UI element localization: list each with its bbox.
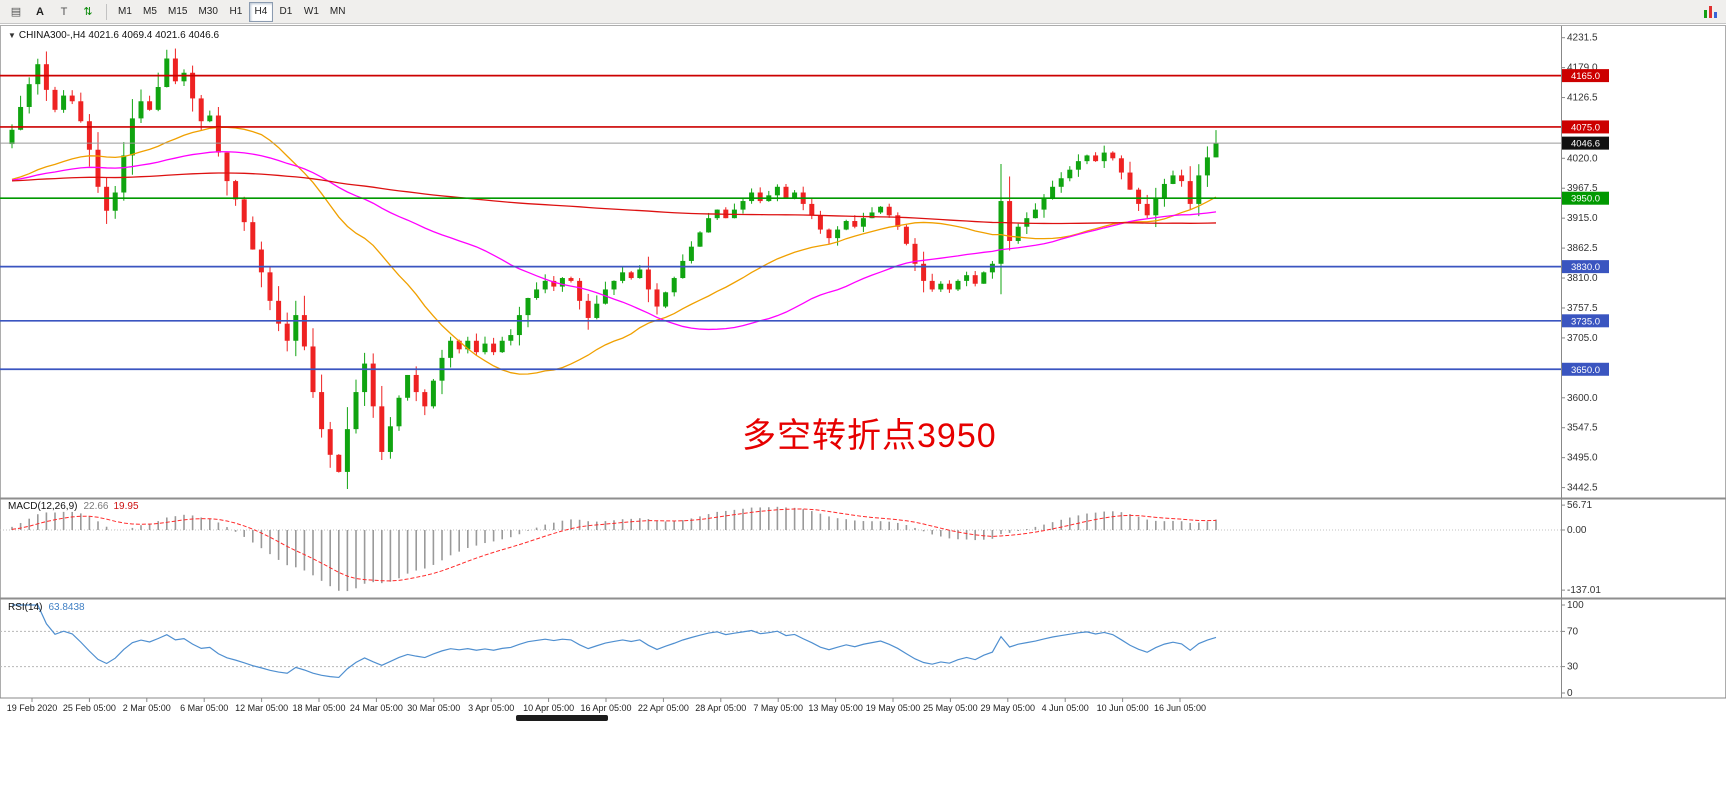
svg-text:4075.0: 4075.0 (1571, 122, 1600, 133)
svg-text:25 Feb 05:00: 25 Feb 05:00 (63, 703, 116, 713)
rsi-name: RSI(14) (8, 602, 43, 613)
svg-text:56.71: 56.71 (1567, 500, 1592, 511)
svg-text:16 Apr 05:00: 16 Apr 05:00 (580, 703, 631, 713)
svg-text:19 May 05:00: 19 May 05:00 (866, 703, 921, 713)
mini-candles-icon (1703, 5, 1717, 18)
price-badge-3650.0: 3650.0 (1562, 362, 1609, 376)
svg-text:29 May 05:00: 29 May 05:00 (981, 703, 1036, 713)
svg-text:3950.0: 3950.0 (1571, 194, 1600, 205)
rsi-value: 63.8438 (48, 602, 85, 613)
svg-text:0: 0 (1567, 688, 1573, 699)
svg-text:16 Jun 05:00: 16 Jun 05:00 (1154, 703, 1206, 713)
svg-text:0.00: 0.00 (1567, 525, 1587, 536)
horizontal-scrollbar-thumb[interactable] (516, 715, 608, 721)
text-tool-button[interactable]: T (60, 5, 68, 18)
price-badge-4075.0: 4075.0 (1562, 120, 1609, 134)
timeframe-m30[interactable]: M30 (198, 6, 218, 17)
svg-text:4165.0: 4165.0 (1571, 71, 1600, 82)
svg-text:6 Mar 05:00: 6 Mar 05:00 (180, 703, 228, 713)
macd-label: MACD(12,26,9) 22.66 19.95 (8, 501, 139, 512)
svg-text:4126.5: 4126.5 (1567, 93, 1598, 104)
chart-title-text: CHINA300-,H4 4021.6 4069.4 4021.6 4046.6 (18, 30, 220, 41)
timeframe-m15[interactable]: M15 (168, 6, 188, 17)
svg-text:-137.01: -137.01 (1567, 585, 1601, 596)
ma-slow-line (11, 172, 1217, 225)
chart-window-frame (0, 25, 1726, 699)
timeframe-mn[interactable]: MN (329, 6, 346, 17)
svg-text:25 May 05:00: 25 May 05:00 (923, 703, 978, 713)
svg-text:3862.5: 3862.5 (1567, 243, 1598, 254)
cursor-tool-button[interactable]: A (36, 5, 44, 18)
svg-text:13 May 05:00: 13 May 05:00 (808, 703, 863, 713)
chart-title: ▼ CHINA300-,H4 4021.6 4069.4 4021.6 4046.… (8, 30, 219, 41)
svg-text:4179.0: 4179.0 (1567, 63, 1598, 74)
svg-text:3967.5: 3967.5 (1567, 183, 1598, 194)
svg-text:3495.0: 3495.0 (1567, 453, 1598, 464)
svg-text:3810.0: 3810.0 (1567, 273, 1598, 284)
svg-text:3 Apr 05:00: 3 Apr 05:00 (468, 703, 514, 713)
timeframe-h1[interactable]: H1 (229, 6, 243, 17)
price-axis[interactable]: 4231.5 4179.0 4126.5 4020.0 3967.5 3915.0 3862… (1561, 33, 1609, 494)
svg-text:4 Jun 05:00: 4 Jun 05:00 (1042, 703, 1089, 713)
svg-text:19 Feb 2020: 19 Feb 2020 (7, 703, 58, 713)
svg-text:18 Mar 05:00: 18 Mar 05:00 (292, 703, 345, 713)
svg-text:3547.5: 3547.5 (1567, 423, 1598, 434)
price-badge-3735.0: 3735.0 (1562, 314, 1609, 328)
svg-text:3915.0: 3915.0 (1567, 213, 1598, 224)
arrows-indicator-icon[interactable]: ⇅ (83, 6, 93, 18)
rsi-label: RSI(14) 63.8438 (8, 602, 85, 613)
svg-text:3830.0: 3830.0 (1571, 262, 1600, 273)
timeframe-m1[interactable]: M1 (118, 6, 132, 17)
timeframe-d1[interactable]: D1 (279, 6, 293, 17)
svg-text:30: 30 (1567, 662, 1579, 673)
svg-text:22 Apr 05:00: 22 Apr 05:00 (638, 703, 689, 713)
macd-value: 22.66 (83, 501, 109, 512)
chart-dropdown-icon[interactable]: ▼ (8, 31, 16, 40)
price-badge-4046.6: 4046.6 (1562, 136, 1609, 150)
chart-icon[interactable] (1698, 2, 1722, 22)
svg-text:4231.5: 4231.5 (1567, 33, 1598, 44)
toolbar-left-group: ▤ A T ⇅ (4, 2, 100, 22)
price-badge-4165.0: 4165.0 (1562, 69, 1609, 83)
ma-mid-line (11, 151, 1217, 331)
svg-text:10 Apr 05:00: 10 Apr 05:00 (523, 703, 574, 713)
macd-histogram (11, 506, 1217, 592)
svg-text:3600.0: 3600.0 (1567, 393, 1598, 404)
svg-text:3650.0: 3650.0 (1571, 365, 1600, 376)
price-badge-3830.0: 3830.0 (1562, 260, 1609, 274)
svg-text:3442.5: 3442.5 (1567, 483, 1598, 494)
candles-layer (9, 48, 1219, 490)
svg-text:2 Mar 05:00: 2 Mar 05:00 (123, 703, 171, 713)
ma-fast-line (11, 126, 1217, 375)
timeframe-h4[interactable]: H4 (248, 1, 273, 22)
svg-text:4046.6: 4046.6 (1571, 139, 1600, 150)
macd-signal-line (11, 508, 1217, 582)
svg-text:4020.0: 4020.0 (1567, 153, 1598, 164)
svg-text:12 Mar 05:00: 12 Mar 05:00 (235, 703, 288, 713)
svg-text:3705.0: 3705.0 (1567, 333, 1598, 344)
svg-text:3757.5: 3757.5 (1567, 303, 1598, 314)
toolbar: ▤ A T ⇅ M1 M5 M15 M30 H1 H4 D1 W1 MN (0, 0, 1726, 24)
chart-annotation: 多空转折点3950 (742, 417, 997, 455)
svg-text:70: 70 (1567, 626, 1579, 637)
timeframe-m5[interactable]: M5 (143, 6, 157, 17)
svg-text:7 May 05:00: 7 May 05:00 (753, 703, 803, 713)
macd-name: MACD(12,26,9) (8, 501, 78, 512)
timeframe-group: M1 M5 M15 M30 H1 H4 D1 W1 MN (113, 1, 350, 22)
svg-text:100: 100 (1567, 600, 1584, 611)
price-badge-3950.0: 3950.0 (1562, 191, 1609, 205)
svg-text:10 Jun 05:00: 10 Jun 05:00 (1097, 703, 1149, 713)
time-axis[interactable]: 19 Feb 2020 25 Feb 05:00 2 Mar 05:00 6 Mar … (7, 698, 1206, 713)
toolbar-separator (106, 3, 107, 20)
rsi-line (12, 604, 1217, 679)
svg-text:28 Apr 05:00: 28 Apr 05:00 (695, 703, 746, 713)
svg-text:24 Mar 05:00: 24 Mar 05:00 (350, 703, 403, 713)
svg-text:3735.0: 3735.0 (1571, 316, 1600, 327)
svg-text:30 Mar 05:00: 30 Mar 05:00 (407, 703, 460, 713)
macd-signal-value: 19.95 (113, 501, 139, 512)
charts-grid-icon[interactable]: ▤ (10, 6, 22, 18)
timeframe-w1[interactable]: W1 (303, 6, 319, 17)
